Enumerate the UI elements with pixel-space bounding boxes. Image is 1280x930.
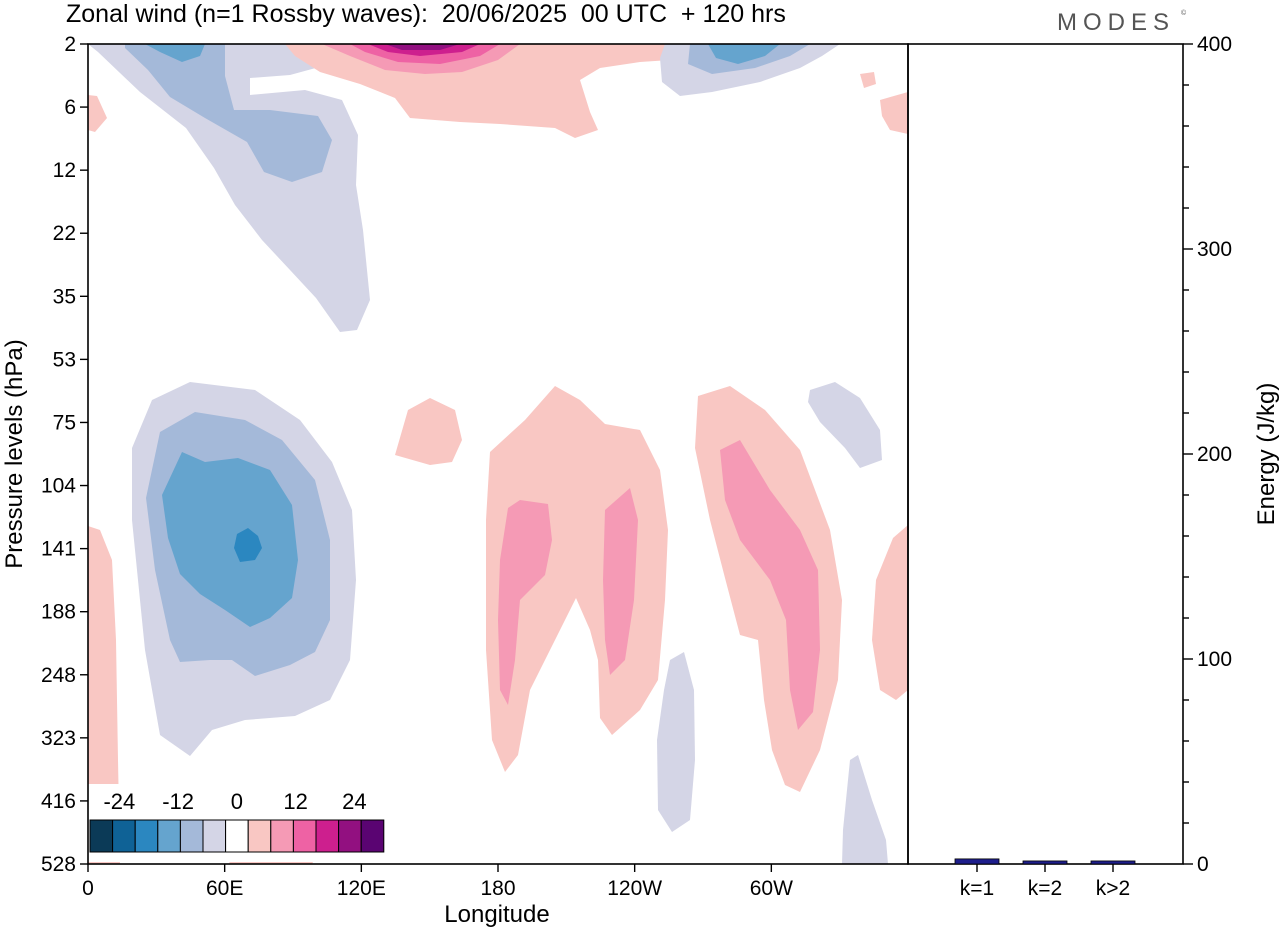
y-tick-label: 53 xyxy=(53,348,76,371)
contour-neg-13 xyxy=(842,755,888,864)
colorbar-labels: -24 -12 0 12 24 xyxy=(103,789,366,814)
contour-pos-9 xyxy=(395,398,462,465)
colorbar-swatch xyxy=(157,819,181,853)
chart-title: Zonal wind (n=1 Rossby waves): 20/06/202… xyxy=(66,0,786,28)
colorbar-swatch xyxy=(315,819,340,853)
contour-neg-10 xyxy=(234,528,262,562)
colorbar-swatch xyxy=(179,819,204,853)
pressure-axis: 2 6 12 22 35 53 75 104 141 188 248 323 416 528 xyxy=(41,33,88,876)
x-tick-label: 120W xyxy=(607,877,662,900)
colorbar-swatches xyxy=(89,819,385,853)
y-tick-label: 528 xyxy=(41,853,76,876)
contour-pos-13 xyxy=(695,386,842,792)
x-tick-label: 60E xyxy=(206,877,243,900)
colorbar-swatch xyxy=(225,819,249,853)
contour-pos-10 xyxy=(486,386,668,772)
energy-panel-frame xyxy=(907,43,1184,865)
contour-neg-3 xyxy=(145,44,205,62)
contour-neg-2 xyxy=(125,44,332,182)
colorbar-swatch xyxy=(338,819,362,853)
energy-axis: 0 100 200 300 400 xyxy=(1183,33,1232,876)
contour-neg-12 xyxy=(657,652,695,832)
x-axis-title: Longitude xyxy=(444,901,549,928)
colorbar-label: 24 xyxy=(342,789,366,814)
y-tick-label: 6 xyxy=(64,96,76,119)
colorbar-swatch xyxy=(360,819,385,853)
y-tick-label: 104 xyxy=(41,475,76,498)
energy-tick-label: 0 xyxy=(1197,853,1209,876)
energy-axis-title: Energy (J/kg) xyxy=(1253,383,1280,526)
y-tick-label: 35 xyxy=(53,285,76,308)
energy-bars xyxy=(954,858,1136,865)
energy-tick-label: 400 xyxy=(1197,33,1232,56)
energy-bar xyxy=(1022,860,1068,865)
energy-bar xyxy=(1090,860,1136,865)
colorbar-swatch xyxy=(202,819,227,853)
x-tick-label: 60W xyxy=(750,877,793,900)
y-tick-label: 75 xyxy=(53,411,76,434)
y-tick-label: 2 xyxy=(64,33,76,56)
colorbar-swatch xyxy=(134,819,159,853)
colorbar-swatch xyxy=(112,819,136,853)
y-tick-label: 12 xyxy=(53,159,76,182)
y-tick-label: 22 xyxy=(53,222,76,245)
y-tick-label: 248 xyxy=(41,664,76,687)
contour-pos-15 xyxy=(872,525,908,700)
contour-pos-16 xyxy=(88,526,120,864)
y-tick-label: 416 xyxy=(41,790,76,813)
colorbar-swatch xyxy=(247,819,272,853)
contour-pos-11 xyxy=(498,500,552,705)
energy-category-label: k=1 xyxy=(960,877,994,900)
colorbar-swatch xyxy=(89,819,114,853)
y-tick-label: 323 xyxy=(41,727,76,750)
y-tick-label: 141 xyxy=(41,538,76,561)
contour-neg-1 xyxy=(88,44,370,332)
contour-neg-6 xyxy=(708,44,780,64)
energy-category-labels: k=1 k=2 k>2 xyxy=(960,864,1130,900)
contour-pos-14 xyxy=(720,440,820,730)
brand-copyright-mark: © xyxy=(1181,10,1187,17)
energy-tick-label: 100 xyxy=(1197,648,1232,671)
contour-neg-9 xyxy=(162,452,298,627)
colorbar-label: 12 xyxy=(283,789,307,814)
energy-tick-label: 300 xyxy=(1197,238,1232,261)
x-tick-label: 0 xyxy=(82,877,94,900)
x-tick-label: 120E xyxy=(337,877,386,900)
energy-category-label: k=2 xyxy=(1028,877,1062,900)
contour-neg-11 xyxy=(808,382,882,468)
colorbar-swatch xyxy=(292,819,317,853)
longitude-axis: 0 60E 120E 180 120W 60W xyxy=(82,864,793,900)
contour-pos-5 xyxy=(385,44,460,50)
contour-pos-6 xyxy=(860,72,876,88)
colorbar-label: -24 xyxy=(103,789,135,814)
contour-field xyxy=(88,44,908,864)
y-tick-label: 188 xyxy=(41,601,76,624)
contour-pos-8 xyxy=(88,95,107,132)
colorbar-swatch xyxy=(270,819,294,853)
y-axis-title: Pressure levels (hPa) xyxy=(1,339,28,568)
colorbar-label: -12 xyxy=(162,789,194,814)
colorbar: -24 -12 0 12 24 xyxy=(88,784,385,862)
energy-category-label: k>2 xyxy=(1096,877,1130,900)
brand-logo: MODES xyxy=(1057,9,1176,36)
x-tick-label: 180 xyxy=(480,877,515,900)
colorbar-label: 0 xyxy=(231,789,243,814)
energy-bar xyxy=(954,858,1000,865)
contour-pos-12 xyxy=(603,488,638,675)
contour-pos-7 xyxy=(880,92,908,134)
energy-tick-label: 200 xyxy=(1197,443,1232,466)
